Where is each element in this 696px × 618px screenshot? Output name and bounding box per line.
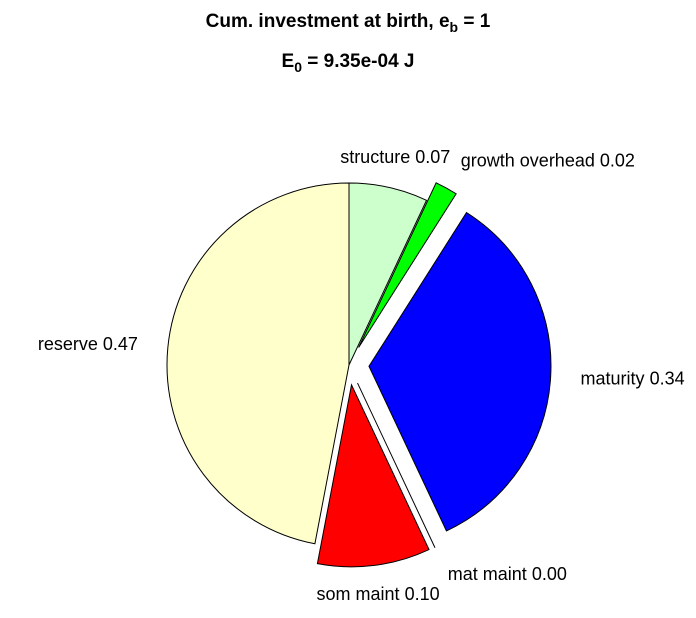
chart-title: Cum. investment at birth, eb = 1: [206, 11, 491, 35]
slice-label: structure 0.07: [340, 147, 450, 167]
slice-value: 0.10: [405, 584, 440, 604]
slice-category: growth overhead: [461, 150, 595, 170]
pie-slice: [316, 383, 430, 568]
slice-category: reserve: [38, 334, 98, 354]
slice-label: maturity 0.34: [581, 368, 685, 388]
pie-slice: [166, 182, 350, 545]
slice-label: growth overhead 0.02: [461, 150, 635, 170]
slice-label: mat maint 0.00: [448, 564, 567, 584]
slice-label: som maint 0.10: [317, 584, 440, 604]
slice-category: maturity: [581, 368, 645, 388]
slice-category: structure: [340, 147, 410, 167]
slice-label: reserve 0.47: [38, 334, 138, 354]
slice-value: 0.00: [532, 564, 567, 584]
pie-slice: [358, 182, 457, 348]
slice-value: 0.02: [600, 150, 635, 170]
slice-value: 0.34: [650, 368, 685, 388]
chart-subtitle: E0 = 9.35e-04 J: [282, 51, 415, 75]
slice-value: 0.47: [103, 334, 138, 354]
pie-slice: [368, 211, 552, 532]
slice-category: som maint: [317, 584, 400, 604]
pie-slice: [357, 382, 436, 548]
slice-value: 0.07: [415, 147, 450, 167]
slice-category: mat maint: [448, 564, 527, 584]
